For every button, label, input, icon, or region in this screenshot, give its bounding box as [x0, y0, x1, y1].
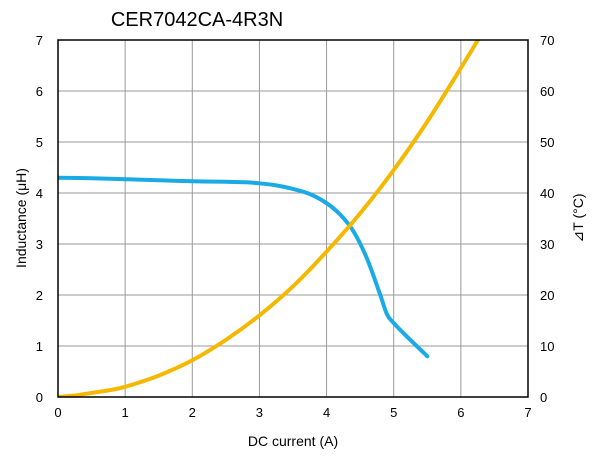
y2-tick-label: 50 — [540, 135, 554, 150]
x-tick-label: 4 — [323, 405, 330, 420]
y-tick-label: 1 — [36, 339, 43, 354]
chart-title: CER7042CA-4R3N — [111, 9, 283, 31]
y-tick-label: 7 — [36, 33, 43, 48]
y2-tick-labels: 0 10 20 30 40 50 60 70 — [540, 33, 554, 405]
x-tick-labels: 0 1 2 3 4 5 6 7 — [54, 405, 531, 420]
x-tick-label: 2 — [189, 405, 196, 420]
x-tick-label: 0 — [54, 405, 61, 420]
y-tick-label: 2 — [36, 288, 43, 303]
x-tick-label: 1 — [122, 405, 129, 420]
temperature-rise-line — [58, 40, 481, 397]
y-tick-labels: 0 1 2 3 4 5 6 7 — [36, 33, 43, 405]
x-tick-label: 7 — [524, 405, 531, 420]
y-tick-label: 4 — [36, 186, 43, 201]
x-tick-label: 5 — [390, 405, 397, 420]
y-tick-label: 3 — [36, 237, 43, 252]
y2-tick-label: 60 — [540, 84, 554, 99]
plot-frame — [57, 39, 529, 398]
y2-tick-label: 20 — [540, 288, 554, 303]
inductance-line — [58, 175, 430, 359]
y-axis-title: Inductance (μH) — [13, 168, 29, 268]
x-axis-title: DC current (A) — [248, 433, 338, 449]
y2-tick-label: 10 — [540, 339, 554, 354]
grid — [58, 40, 528, 397]
y2-tick-label: 0 — [540, 390, 547, 405]
series-lines — [58, 40, 481, 397]
x-tick-label: 3 — [256, 405, 263, 420]
y2-tick-label: 30 — [540, 237, 554, 252]
y2-tick-label: 40 — [540, 186, 554, 201]
y-tick-label: 6 — [36, 84, 43, 99]
y2-tick-label: 70 — [540, 33, 554, 48]
y-tick-label: 0 — [36, 390, 43, 405]
x-tick-label: 6 — [457, 405, 464, 420]
y-tick-label: 5 — [36, 135, 43, 150]
y2-axis-title: ⊿T (°C) — [570, 194, 586, 243]
